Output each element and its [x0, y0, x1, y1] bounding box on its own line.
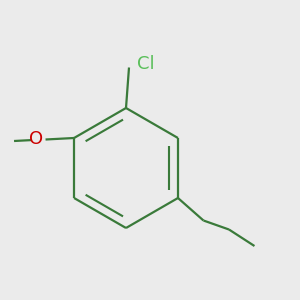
Text: Cl: Cl — [136, 55, 154, 73]
Text: O: O — [29, 130, 43, 148]
